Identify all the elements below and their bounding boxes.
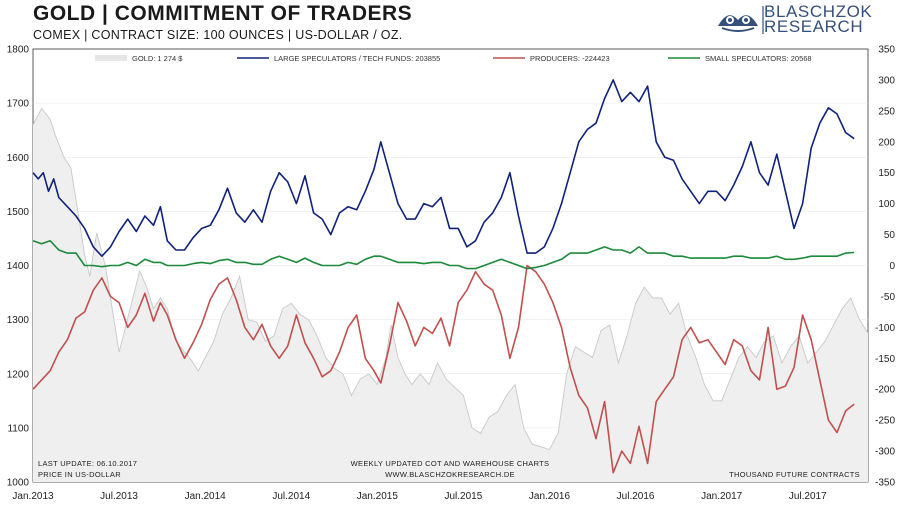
left-tick-label: 1500 (7, 207, 30, 218)
right-tick-label: 200 (878, 137, 895, 148)
right-tick-label: 250 (878, 106, 895, 117)
series-gold-price-line (32, 107, 869, 451)
x-tick-label: Jul.2014 (272, 491, 310, 502)
right-tick-label: 100 (878, 199, 895, 210)
x-tick-label: Jan.2013 (12, 491, 54, 502)
right-tick-label: 0 (889, 261, 895, 272)
series-large-speculators-tech-funds (32, 79, 855, 258)
right-tick-label: 350 (878, 45, 895, 56)
x-tick-label: Jan.2017 (701, 491, 743, 502)
note-weekly-1: WEEKLY UPDATED COT AND WAREHOUSE CHARTS (351, 459, 550, 468)
note-contracts-unit: THOUSAND FUTURE CONTRACTS (729, 470, 860, 479)
right-tick-label: -150 (875, 354, 895, 365)
x-tick-label: Jul.2015 (445, 491, 483, 502)
series-layer (32, 79, 869, 482)
right-tick-label: -200 (875, 385, 895, 396)
right-tick-label: -100 (875, 323, 895, 334)
left-tick-label: 1400 (7, 261, 30, 272)
legend-label: SMALL SPECULATORS: 20568 (705, 54, 812, 63)
right-axis-ticks: 350 300 250 200 150 100 50 0 -50 -100 -150 -200 -250… (875, 45, 895, 489)
left-tick-label: 1300 (7, 315, 30, 326)
series-small-speculators (32, 240, 855, 270)
logo (718, 6, 764, 34)
right-tick-label: -50 (881, 292, 896, 303)
legend-label: GOLD: 1 274 $ (132, 54, 183, 63)
x-tick-label: Jul.2016 (617, 491, 655, 502)
left-tick-label: 1100 (7, 423, 29, 434)
logo-line-2: RESEARCH (764, 17, 864, 36)
legend-label: LARGE SPECULATORS / TECH FUNDS: 203855 (274, 54, 440, 63)
chart-subtitle: COMEX | CONTRACT SIZE: 100 OUNCES | US-D… (33, 28, 403, 42)
x-tick-label: Jul.2017 (789, 491, 827, 502)
left-tick-label: 1700 (7, 99, 30, 110)
right-tick-label: 300 (878, 75, 895, 86)
logo-wordmark: BLASCHZOK RESEARCH (764, 2, 873, 36)
right-tick-label: -300 (875, 447, 895, 458)
chart-title: GOLD | COMMITMENT OF TRADERS (33, 2, 413, 25)
left-tick-label: 1000 (7, 478, 30, 489)
note-last-update: LAST UPDATE: 06.10.2017 (38, 459, 137, 468)
x-tick-label: Jan.2015 (357, 491, 399, 502)
x-tick-label: Jan.2016 (529, 491, 571, 502)
logo-line-1: BLASCHZOK (764, 2, 873, 21)
left-tick-label: 1600 (7, 153, 30, 164)
note-price-unit: PRICE IN US-DOLLAR (38, 470, 121, 479)
note-weekly-2: WWW.BLASCHZOKRESEARCH.DE (385, 470, 515, 479)
legend-label: PRODUCERS: -224423 (530, 54, 610, 63)
right-tick-label: 50 (884, 230, 896, 241)
x-tick-label: Jan.2014 (185, 491, 227, 502)
x-axis-ticks: Jan.2013 Jul.2013 Jan.2014 Jul.2014 Jan.2015… (12, 491, 827, 502)
legend-swatch (95, 55, 127, 61)
left-axis-ticks: 1000 1100 1200 1300 1400 1500 1600 1700 1800 (7, 45, 30, 489)
right-tick-label: 150 (878, 168, 895, 179)
right-tick-label: -350 (875, 478, 895, 489)
x-tick-label: Jul.2013 (100, 491, 138, 502)
right-tick-label: -250 (875, 416, 895, 427)
series-producers (32, 264, 855, 474)
legend: GOLD: 1 274 $ LARGE SPECULATORS / TECH FU… (95, 54, 812, 63)
series-gold-price-area (33, 108, 868, 482)
left-tick-label: 1800 (7, 45, 30, 56)
left-tick-label: 1200 (7, 369, 30, 380)
logo-emblem-icon (718, 15, 758, 32)
